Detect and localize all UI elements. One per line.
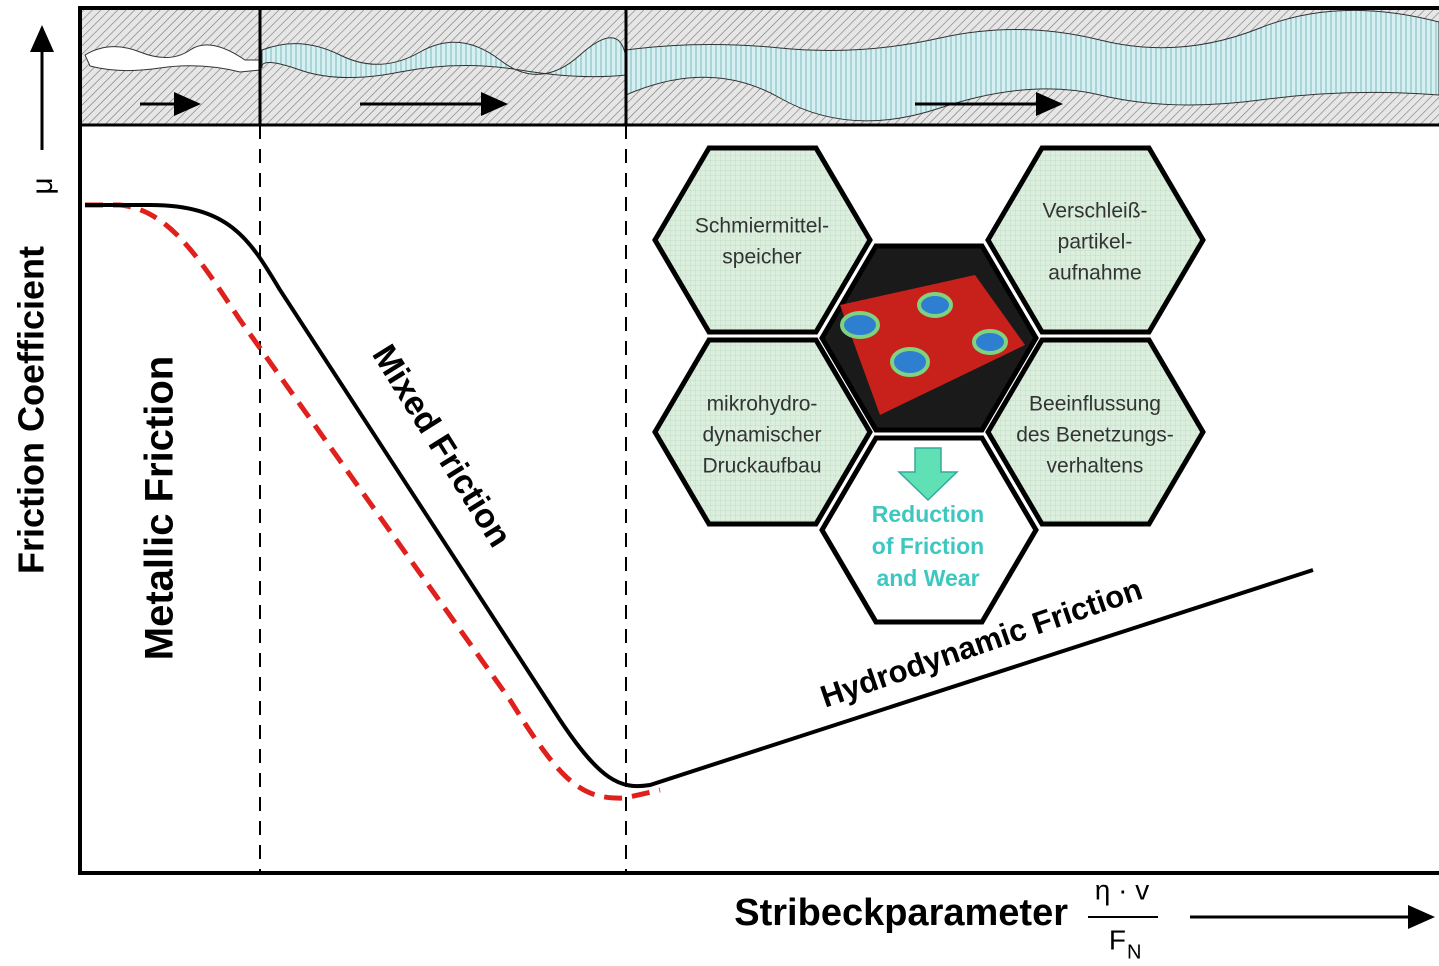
stribeck-diagram: Schmiermittel- speicher Verschleiß- part…: [0, 0, 1439, 966]
hexagon: [655, 148, 870, 332]
result-text: of Friction: [872, 533, 984, 559]
result-text: Reduction: [872, 501, 984, 527]
hexagon-text: Schmiermittel-: [695, 215, 829, 238]
hexagon-text: des Benetzungs-: [1016, 424, 1174, 447]
x-axis-numerator: η · v: [1095, 874, 1149, 905]
hexagon-text: Verschleiß-: [1042, 200, 1147, 223]
x-axis-subscript: N: [1127, 941, 1141, 963]
hexagon-text: mikrohydro-: [707, 393, 818, 416]
region-label: Metallic Friction: [138, 356, 182, 661]
surface-strip: [80, 8, 1439, 125]
y-axis-symbol: μ: [26, 177, 59, 194]
hexagon-text: dynamischer: [702, 424, 821, 447]
region-label: Mixed Friction: [365, 338, 519, 554]
x-axis-denominator: F: [1109, 924, 1126, 955]
hexagon-text: Beeinflussung: [1029, 393, 1161, 416]
hexagon-text: partikel-: [1058, 231, 1133, 254]
y-axis-label: Friction Coefficient: [11, 246, 52, 574]
hexagon-cluster: Schmiermittel- speicher Verschleiß- part…: [655, 148, 1203, 622]
hexagon-text: Druckaufbau: [702, 455, 821, 478]
hexagon-text: aufnahme: [1048, 262, 1141, 285]
hexagon-text: speicher: [722, 246, 801, 269]
x-axis-label: Stribeckparameter: [734, 892, 1068, 934]
result-text: and Wear: [876, 565, 979, 591]
hexagon-text: verhaltens: [1047, 455, 1144, 478]
